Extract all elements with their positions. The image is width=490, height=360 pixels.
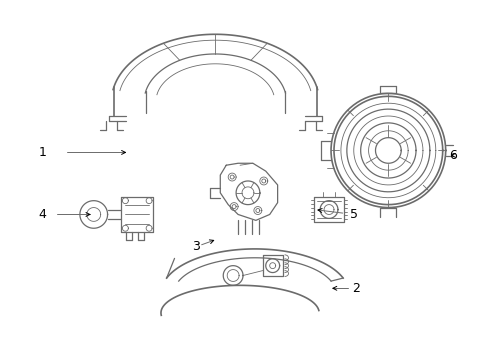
- Text: 6: 6: [449, 149, 457, 162]
- Text: 3: 3: [192, 240, 199, 253]
- Text: 1: 1: [38, 146, 46, 159]
- Text: 5: 5: [350, 208, 358, 221]
- Text: 4: 4: [38, 208, 46, 221]
- Text: 2: 2: [352, 282, 360, 295]
